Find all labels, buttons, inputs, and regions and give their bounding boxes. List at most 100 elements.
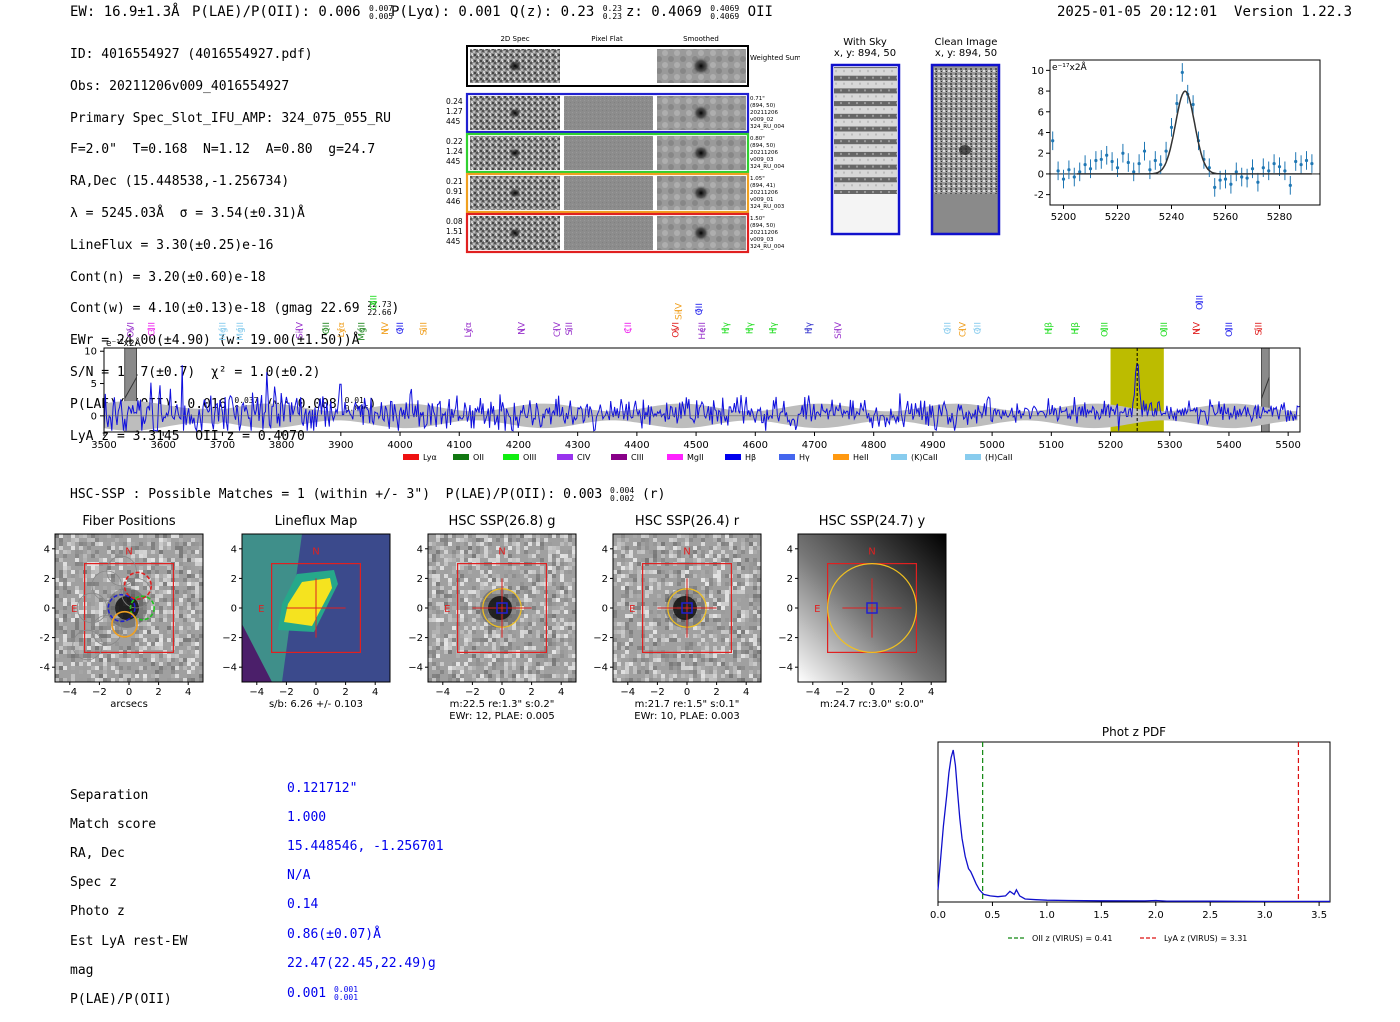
cutout-pixel	[63, 566, 67, 570]
cutout-pixel	[167, 602, 171, 606]
cutout-pixel	[745, 650, 749, 654]
cutout-pixel	[560, 638, 564, 642]
cutout-pixel	[524, 642, 528, 646]
cutout-pixel	[512, 594, 516, 598]
zoom-data-point	[1277, 165, 1282, 169]
cutout-pixel	[183, 566, 187, 570]
cutout-pixel	[496, 590, 500, 594]
cutout-pixel	[661, 662, 665, 666]
cutout-pixel	[103, 558, 107, 562]
cutout-pixel	[512, 638, 516, 642]
cutout-pixel	[428, 562, 432, 566]
cutout-pixel	[179, 622, 183, 626]
cutout-pixel	[617, 670, 621, 674]
cutout-pixel	[452, 594, 456, 598]
cutout-pixel	[111, 654, 115, 658]
cutout-pixel	[568, 630, 572, 634]
cutout-pixel	[115, 662, 119, 666]
cutout-pixel	[143, 534, 147, 538]
cutout-pixel	[444, 546, 448, 550]
cutout-pixel	[199, 538, 203, 542]
cutout-pixel	[55, 626, 59, 630]
cutout-pixel	[661, 574, 665, 578]
cutout-pixel	[741, 566, 745, 570]
cutout-pixel	[127, 574, 131, 578]
cutout-pixel	[139, 578, 143, 582]
cutout-pixel	[179, 650, 183, 654]
header-timestamp: 2025-01-05 20:12:01 Version 1.22.3	[1057, 4, 1353, 20]
cutout-pixel	[705, 626, 709, 630]
cutout-pixel	[107, 570, 111, 574]
cutout-pixel	[135, 670, 139, 674]
cutout-pixel	[564, 626, 568, 630]
cutout-pixel	[159, 606, 163, 610]
cutout-pixel	[697, 618, 701, 622]
cutout-pixel	[701, 658, 705, 662]
cutout-pixel	[111, 622, 115, 626]
cutout-pixel	[131, 558, 135, 562]
cutout-pixel	[87, 638, 91, 642]
cutout-pixel	[717, 546, 721, 550]
cutout-pixel	[175, 610, 179, 614]
cutout-pixel	[568, 674, 572, 678]
zoom-data-point	[1304, 158, 1309, 163]
cutout-pixel	[637, 654, 641, 658]
cutout-pixel	[757, 598, 761, 602]
cutout-pixel	[540, 638, 544, 642]
cutout-pixel	[572, 598, 576, 602]
cutout-pixel	[79, 590, 83, 594]
cutout-pixel	[657, 622, 661, 626]
cutout-pixel	[115, 614, 119, 618]
sky-images	[830, 63, 1001, 236]
cutout-pixel	[617, 550, 621, 554]
cutout-pixel	[500, 534, 504, 538]
cutout-pixel	[436, 538, 440, 542]
legend-label: CIII	[631, 453, 644, 462]
cutout-pixel	[725, 538, 729, 542]
cutout-pixel	[163, 574, 167, 578]
cutout-pixel	[516, 654, 520, 658]
cutout-pixel	[532, 538, 536, 542]
cutout-pixel	[179, 598, 183, 602]
cutout-pixel	[653, 658, 657, 662]
cutout-pixel	[633, 590, 637, 594]
cutout-pixel	[71, 618, 75, 622]
cutout-pixel	[99, 658, 103, 662]
cutout-pixel	[725, 598, 729, 602]
cutout-pixel	[673, 550, 677, 554]
cutout-pixel	[737, 654, 741, 658]
cutout-pixel	[484, 586, 488, 590]
info-line: F=2.0" T=0.168 N=1.12 A=0.80 g=24.7	[70, 142, 376, 158]
cutout-pixel	[155, 646, 159, 650]
spec2d-row-stat: 0.24	[446, 97, 463, 106]
cutout-pixel	[448, 638, 452, 642]
cutout-pixel	[749, 670, 753, 674]
cutout-pixel	[91, 638, 95, 642]
fiber-green	[129, 595, 155, 621]
cutout-pixel	[665, 638, 669, 642]
cutout-pixel	[560, 666, 564, 670]
cutout-pixel	[448, 598, 452, 602]
cutout-pixel	[749, 562, 753, 566]
zoom-data-point	[1261, 166, 1265, 170]
cutout-pixel	[175, 634, 179, 638]
cutout-pixel	[721, 606, 725, 610]
cutout-pixel	[725, 670, 729, 674]
cutout-pixel	[87, 646, 91, 650]
cutout-pixel	[179, 678, 183, 682]
cutout-pixel	[717, 602, 721, 606]
cutout-pixel	[151, 674, 155, 678]
with-sky-title: With Sky x, y: 894, 50	[833, 37, 897, 59]
cutout-pixel	[476, 550, 480, 554]
cutout-pixel	[504, 550, 508, 554]
cutout-pixel	[135, 534, 139, 538]
cutout-pixel	[673, 554, 677, 558]
cutout-pixel	[621, 654, 625, 658]
cutout-pixel	[701, 598, 705, 602]
cutout-pixel	[572, 654, 576, 658]
cutout-pixel	[625, 614, 629, 618]
spec2d-row-meta: 20211206	[750, 190, 778, 196]
cutout-pixel	[713, 662, 717, 666]
cutout-pixel	[713, 602, 717, 606]
match-value: 0.121712"	[287, 780, 358, 796]
